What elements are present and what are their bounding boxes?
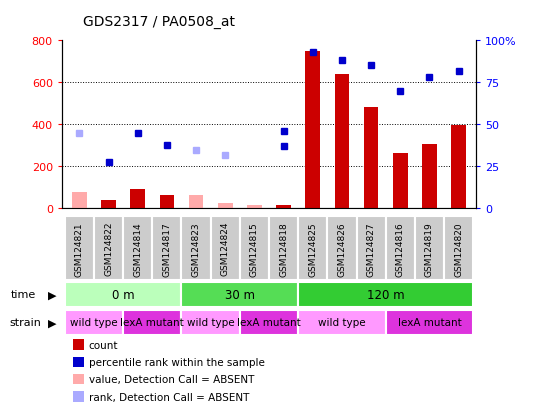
- Text: GSM124822: GSM124822: [104, 221, 113, 276]
- Bar: [130, 190, 145, 208]
- Bar: [335, 75, 349, 208]
- Bar: [298, 310, 386, 335]
- Bar: [386, 217, 415, 280]
- Text: wild type: wild type: [187, 318, 235, 328]
- Text: GSM124825: GSM124825: [308, 221, 317, 276]
- Bar: [277, 205, 291, 208]
- Bar: [65, 310, 123, 335]
- Bar: [65, 217, 94, 280]
- Bar: [181, 282, 298, 307]
- Bar: [298, 217, 327, 280]
- Bar: [415, 217, 444, 280]
- Text: GSM124827: GSM124827: [366, 221, 376, 276]
- Bar: [211, 217, 240, 280]
- Bar: [72, 192, 87, 208]
- Text: count: count: [89, 340, 118, 350]
- Bar: [298, 282, 473, 307]
- Text: wild type: wild type: [318, 318, 366, 328]
- Text: rank, Detection Call = ABSENT: rank, Detection Call = ABSENT: [89, 392, 249, 402]
- Text: GSM124823: GSM124823: [192, 221, 201, 276]
- Text: ▶: ▶: [48, 290, 57, 299]
- Bar: [393, 154, 408, 208]
- Text: lexA mutant: lexA mutant: [398, 318, 461, 328]
- Text: lexA mutant: lexA mutant: [121, 318, 184, 328]
- Text: strain: strain: [9, 318, 41, 328]
- Text: GSM124824: GSM124824: [221, 221, 230, 276]
- Bar: [181, 310, 240, 335]
- Bar: [444, 217, 473, 280]
- Text: GSM124814: GSM124814: [133, 221, 142, 276]
- Text: ▶: ▶: [48, 318, 57, 328]
- Text: GSM124819: GSM124819: [425, 221, 434, 276]
- Text: wild type: wild type: [70, 318, 118, 328]
- Text: GSM124821: GSM124821: [75, 221, 84, 276]
- Bar: [189, 196, 203, 208]
- Bar: [240, 217, 269, 280]
- Text: lexA mutant: lexA mutant: [237, 318, 301, 328]
- Bar: [181, 217, 211, 280]
- Text: GSM124818: GSM124818: [279, 221, 288, 276]
- Text: GDS2317 / PA0508_at: GDS2317 / PA0508_at: [83, 15, 236, 29]
- Bar: [123, 217, 152, 280]
- Bar: [65, 282, 181, 307]
- Bar: [327, 217, 357, 280]
- Bar: [422, 145, 437, 208]
- Bar: [306, 52, 320, 208]
- Text: GSM124816: GSM124816: [396, 221, 405, 276]
- Bar: [357, 217, 386, 280]
- Text: GSM124820: GSM124820: [454, 221, 463, 276]
- Bar: [386, 310, 473, 335]
- Text: 120 m: 120 m: [367, 288, 405, 301]
- Bar: [240, 310, 298, 335]
- Bar: [364, 108, 378, 208]
- Bar: [247, 205, 261, 208]
- Text: 0 m: 0 m: [112, 288, 134, 301]
- Bar: [101, 201, 116, 208]
- Text: GSM124826: GSM124826: [337, 221, 346, 276]
- Text: GSM124817: GSM124817: [162, 221, 172, 276]
- Bar: [94, 217, 123, 280]
- Bar: [451, 126, 466, 208]
- Text: 30 m: 30 m: [225, 288, 255, 301]
- Bar: [160, 196, 174, 208]
- Text: GSM124815: GSM124815: [250, 221, 259, 276]
- Text: percentile rank within the sample: percentile rank within the sample: [89, 357, 265, 367]
- Bar: [218, 204, 232, 208]
- Bar: [152, 217, 181, 280]
- Text: value, Detection Call = ABSENT: value, Detection Call = ABSENT: [89, 375, 254, 385]
- Text: time: time: [11, 290, 36, 299]
- Bar: [269, 217, 298, 280]
- Bar: [123, 310, 181, 335]
